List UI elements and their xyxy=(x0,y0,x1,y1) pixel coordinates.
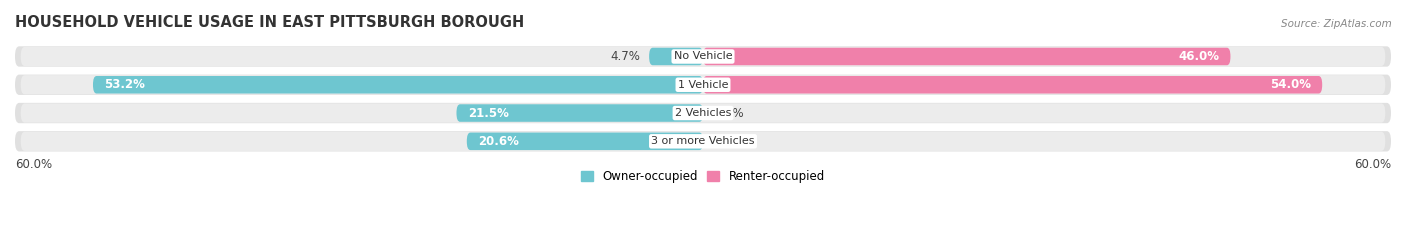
Legend: Owner-occupied, Renter-occupied: Owner-occupied, Renter-occupied xyxy=(576,165,830,188)
FancyBboxPatch shape xyxy=(21,103,1385,123)
Text: 2 Vehicles: 2 Vehicles xyxy=(675,108,731,118)
Text: 60.0%: 60.0% xyxy=(1354,158,1391,171)
FancyBboxPatch shape xyxy=(15,46,1391,67)
Text: HOUSEHOLD VEHICLE USAGE IN EAST PITTSBURGH BOROUGH: HOUSEHOLD VEHICLE USAGE IN EAST PITTSBUR… xyxy=(15,15,524,30)
FancyBboxPatch shape xyxy=(703,76,1322,93)
FancyBboxPatch shape xyxy=(15,75,1391,95)
Text: 54.0%: 54.0% xyxy=(1270,78,1310,91)
Text: 0.0%: 0.0% xyxy=(714,135,744,148)
Text: 21.5%: 21.5% xyxy=(468,106,509,120)
FancyBboxPatch shape xyxy=(15,103,1391,123)
Text: 4.7%: 4.7% xyxy=(610,50,640,63)
Text: 20.6%: 20.6% xyxy=(478,135,519,148)
Text: 0.0%: 0.0% xyxy=(714,106,744,120)
FancyBboxPatch shape xyxy=(21,132,1385,151)
FancyBboxPatch shape xyxy=(21,75,1385,94)
FancyBboxPatch shape xyxy=(703,48,1230,65)
Text: 1 Vehicle: 1 Vehicle xyxy=(678,80,728,90)
FancyBboxPatch shape xyxy=(21,47,1385,66)
FancyBboxPatch shape xyxy=(15,131,1391,151)
FancyBboxPatch shape xyxy=(457,104,703,122)
Text: No Vehicle: No Vehicle xyxy=(673,51,733,62)
FancyBboxPatch shape xyxy=(467,133,703,150)
FancyBboxPatch shape xyxy=(650,48,703,65)
Text: Source: ZipAtlas.com: Source: ZipAtlas.com xyxy=(1281,19,1392,29)
Text: 60.0%: 60.0% xyxy=(15,158,52,171)
Text: 46.0%: 46.0% xyxy=(1178,50,1219,63)
Text: 3 or more Vehicles: 3 or more Vehicles xyxy=(651,136,755,146)
Text: 53.2%: 53.2% xyxy=(104,78,145,91)
FancyBboxPatch shape xyxy=(93,76,703,93)
